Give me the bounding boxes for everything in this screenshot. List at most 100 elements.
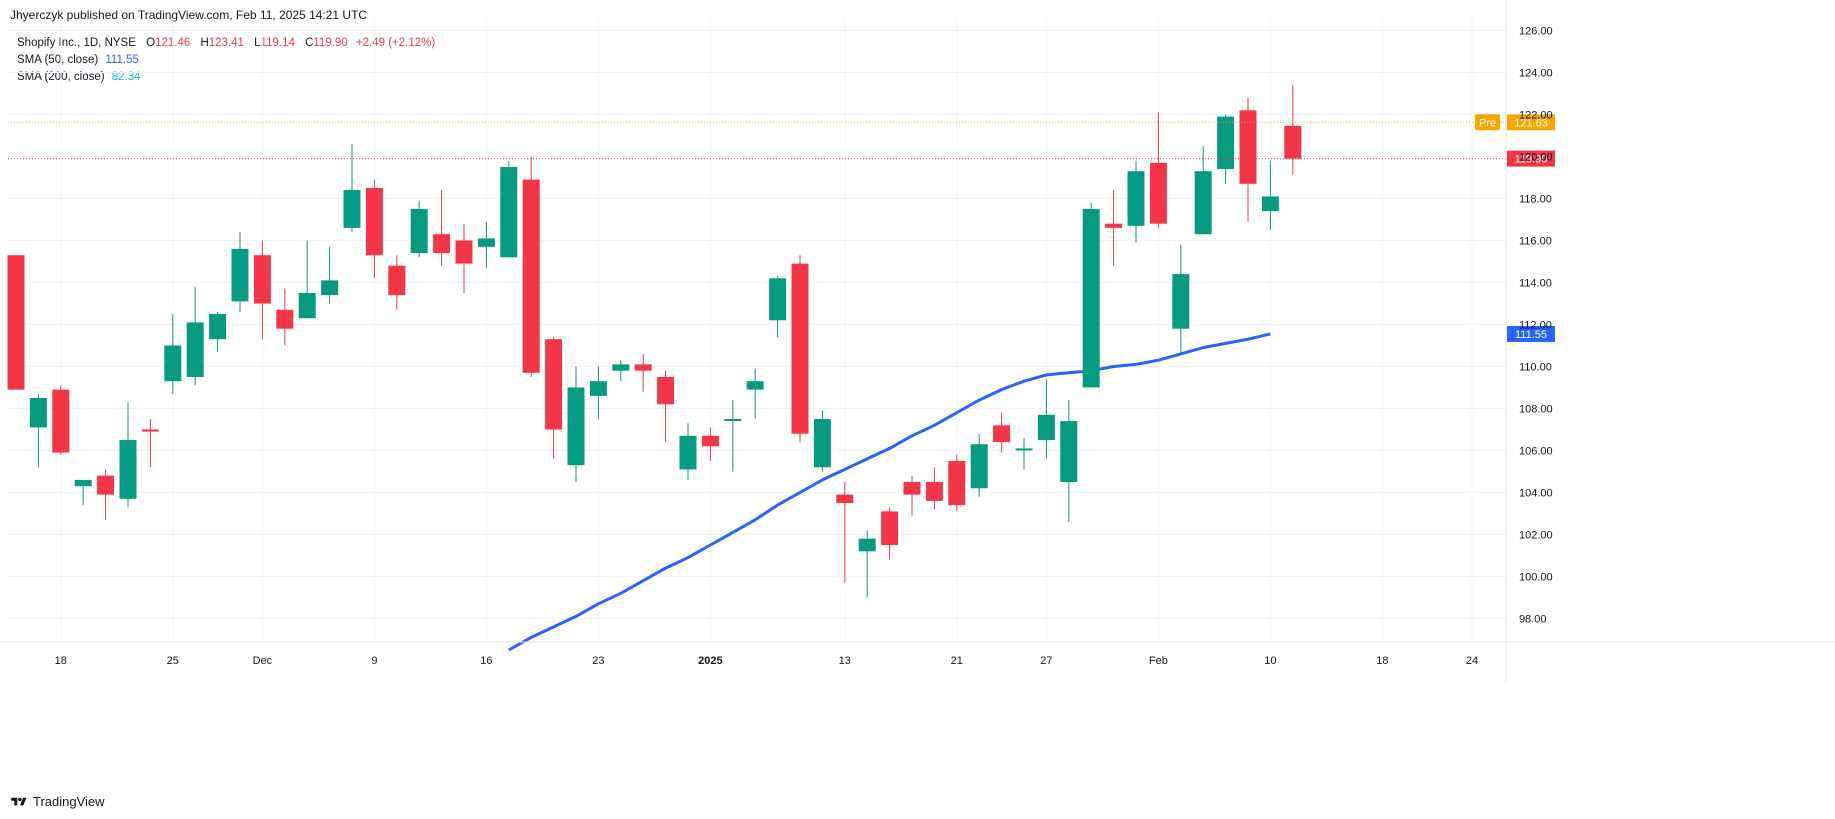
price-badge-value: 119.90 — [1515, 154, 1548, 166]
x-tick-label: 16 — [480, 655, 492, 667]
candle-body — [433, 234, 451, 254]
candle — [321, 246, 339, 304]
sma50-legend-row[interactable]: SMA (50, close) 111.55 — [17, 52, 435, 69]
candle-body — [545, 339, 563, 430]
candle — [881, 507, 899, 560]
candle — [7, 255, 25, 390]
symbol-label[interactable]: Shopify Inc., 1D, NYSE — [17, 37, 136, 49]
candle — [1172, 244, 1190, 354]
price-axis: 98.00 100.00 102.00 104.00 106.00 108.00 110.0… — [1505, 0, 1553, 682]
footer-brand[interactable]: TradingView — [10, 794, 105, 809]
y-tick-label: 98.00 — [1519, 614, 1547, 626]
candle-body — [209, 314, 227, 340]
candle — [298, 240, 316, 319]
y-tick-label: 102.00 — [1519, 530, 1553, 542]
candle — [545, 337, 563, 459]
x-tick-label: Feb — [1149, 655, 1168, 667]
high-label: H — [200, 37, 209, 49]
y-tick-label: 106.00 — [1519, 446, 1553, 458]
x-tick-label: 9 — [371, 655, 377, 667]
candle-body — [612, 364, 630, 371]
candle — [993, 412, 1011, 453]
candle — [567, 366, 585, 482]
candle-body — [903, 482, 921, 495]
candle — [925, 467, 943, 510]
candle — [455, 223, 473, 293]
sma50-label: SMA (50, close) — [17, 54, 99, 66]
candle — [343, 143, 361, 233]
candle — [701, 427, 719, 461]
candle-body — [186, 322, 204, 377]
y-tick-label: 114.00 — [1519, 278, 1552, 290]
y-tick-label: 122.00 — [1519, 110, 1553, 122]
candle-body — [769, 278, 787, 321]
price-badge — [1507, 325, 1555, 342]
candle-body — [500, 167, 518, 258]
candle — [231, 232, 249, 312]
candle — [858, 530, 876, 598]
price-badge — [1507, 114, 1555, 131]
candle — [836, 482, 854, 583]
chart-grid — [8, 18, 1506, 642]
candle — [1105, 190, 1123, 266]
y-tick-label: 108.00 — [1519, 404, 1553, 416]
candle — [97, 469, 115, 520]
y-tick-label: 112.00 — [1519, 320, 1552, 332]
candle — [500, 160, 518, 258]
y-tick-label: 124.00 — [1519, 68, 1553, 80]
candle-body — [1261, 196, 1279, 212]
sma50-line-layer — [508, 332, 1271, 652]
candle-body — [1172, 274, 1190, 329]
close-label: C — [305, 37, 314, 49]
pre-badge — [1475, 114, 1500, 131]
candle — [657, 370, 675, 443]
candle-body — [634, 364, 652, 371]
candle-body — [119, 440, 137, 499]
x-tick-label: 27 — [1040, 655, 1052, 667]
candle — [1127, 160, 1145, 243]
candle — [186, 286, 204, 386]
candle — [791, 255, 809, 443]
candle-body — [813, 419, 831, 468]
candle — [1217, 114, 1235, 184]
candle-body — [74, 479, 92, 487]
candle — [410, 200, 428, 258]
candle-body — [1105, 223, 1123, 228]
candle — [903, 475, 921, 516]
y-tick-label: 126.00 — [1519, 26, 1553, 38]
candle — [1194, 146, 1212, 235]
candle — [119, 402, 137, 508]
candle — [1082, 202, 1100, 388]
candle-body — [522, 179, 540, 373]
candle-body — [97, 475, 115, 495]
high-value: 123.41 — [208, 37, 244, 49]
candle-body — [455, 240, 473, 264]
candle — [52, 385, 70, 455]
candle-body — [253, 255, 271, 304]
candle-body — [1015, 448, 1033, 451]
publisher-caption: Jhyerczyk published on TradingView.com, … — [10, 8, 368, 22]
candle-body — [858, 538, 876, 552]
candle — [141, 419, 159, 468]
x-tick-label: 18 — [1376, 655, 1388, 667]
candle — [634, 353, 652, 392]
candle — [164, 314, 182, 394]
close-value: 119.90 — [313, 37, 348, 49]
candle — [477, 221, 495, 268]
footer-brand-label: TradingView — [33, 794, 105, 809]
candle — [679, 423, 697, 480]
candle-body — [993, 425, 1011, 443]
candle-body — [746, 381, 764, 390]
candle-body — [231, 248, 249, 302]
sma50-line — [508, 332, 1271, 652]
candle-body — [567, 387, 585, 466]
candle — [1261, 160, 1279, 230]
x-tick-label: 24 — [1466, 655, 1478, 667]
candle — [970, 433, 988, 497]
x-tick-label: 18 — [55, 655, 67, 667]
candle-body — [589, 381, 607, 396]
candle-body — [679, 435, 697, 470]
candle — [746, 368, 764, 419]
low-value: 119.14 — [260, 37, 295, 49]
